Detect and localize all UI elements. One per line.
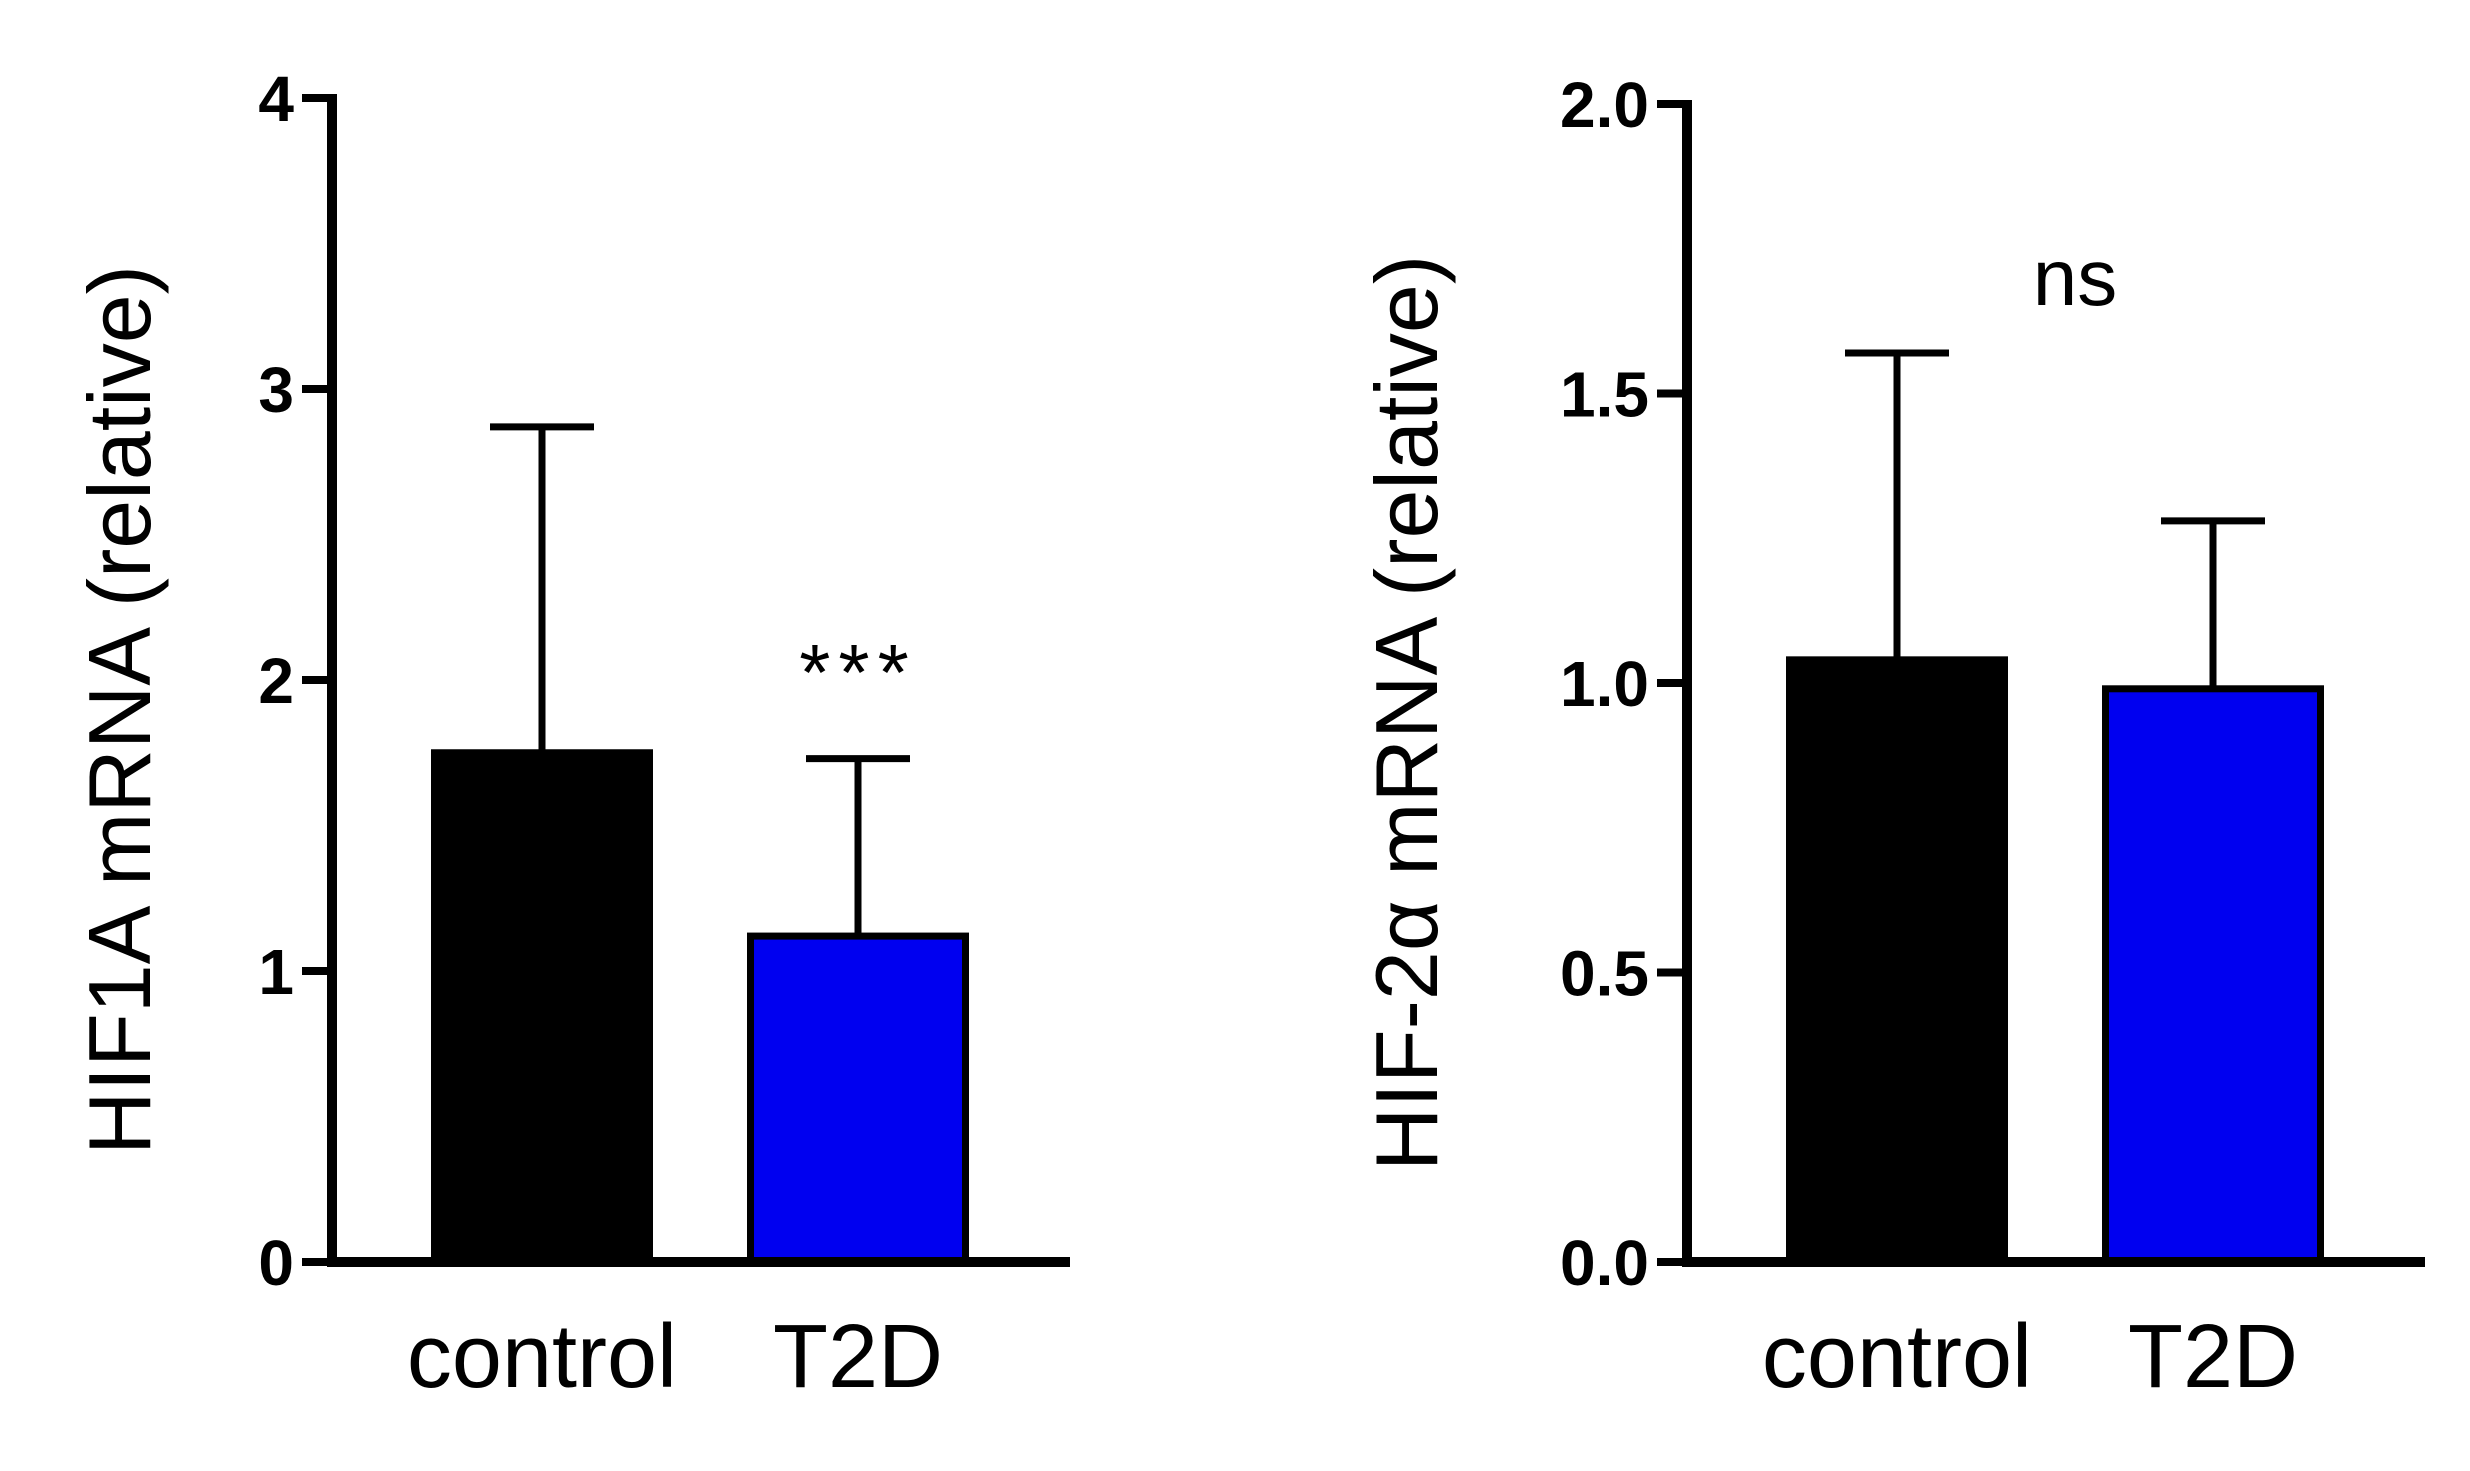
y-tick-label: 2 — [258, 645, 294, 717]
y-tick-label: 3 — [258, 354, 294, 426]
chart-hif2a: control T2D 0.0 0.5 1.0 1.5 2.0 HIF-2α mRNA (re… — [1357, 69, 2425, 1407]
bar-control — [431, 749, 653, 1266]
chart-hif1a: control T2D 0 1 2 3 4 HIF1A mRNA (relative) *** — [70, 63, 1070, 1407]
significance-annotation: ns — [2033, 233, 2118, 322]
x-tick-label-T2D: T2D — [773, 1307, 943, 1407]
y-tick-label: 0.0 — [1560, 1227, 1649, 1299]
x-tick-label-T2D: T2D — [2128, 1307, 2298, 1407]
bar-T2D — [2102, 685, 2324, 1266]
y-tick-label: 2.0 — [1560, 69, 1649, 141]
x-tick-label-control: control — [407, 1307, 677, 1407]
y-axis-label: HIF-2α mRNA (relative) — [1357, 255, 1456, 1171]
bar-T2D — [747, 932, 969, 1266]
y-tick-label: 0.5 — [1560, 938, 1649, 1010]
y-tick-label: 1.5 — [1560, 359, 1649, 431]
significance-annotation: *** — [799, 628, 916, 717]
y-tick-label: 1.0 — [1560, 648, 1649, 720]
y-tick-label: 0 — [258, 1227, 294, 1299]
y-tick-label: 1 — [258, 936, 294, 1008]
x-tick-label-control: control — [1762, 1307, 2032, 1407]
y-tick-label: 4 — [258, 63, 294, 135]
y-axis-label: HIF1A mRNA (relative) — [70, 265, 169, 1155]
bar-control — [1786, 656, 2008, 1266]
